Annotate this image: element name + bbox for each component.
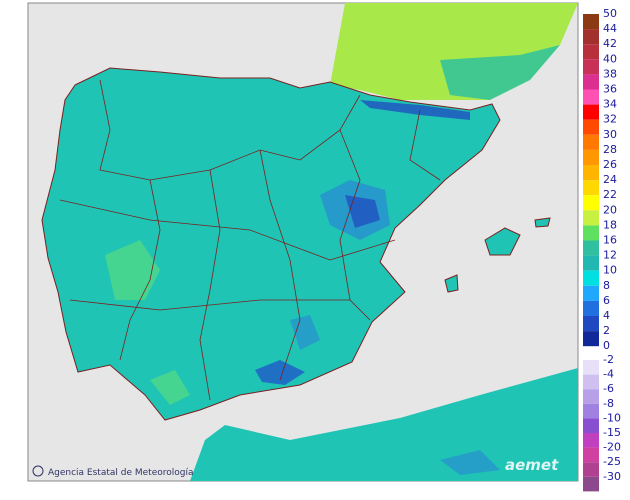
legend-label: -8 <box>603 397 614 410</box>
legend-swatch <box>583 285 599 301</box>
legend-swatch <box>583 374 599 390</box>
legend-swatch <box>583 14 599 30</box>
legend-swatch <box>583 403 599 419</box>
legend-label: -6 <box>603 382 614 395</box>
legend-swatch <box>583 316 599 332</box>
lowland <box>150 370 190 405</box>
legend-swatch <box>583 255 599 271</box>
legend-label: 16 <box>603 234 617 247</box>
legend-label: 40 <box>603 52 617 65</box>
legend-label: 6 <box>603 294 610 307</box>
legend-label: 30 <box>603 128 617 141</box>
logo: aemet <box>505 456 559 474</box>
ibiza <box>444 274 459 293</box>
legend-label: 4 <box>603 309 610 322</box>
legend-swatch <box>583 149 599 165</box>
legend-label: 18 <box>603 218 617 231</box>
legend-swatch <box>583 134 599 150</box>
legend-swatch <box>583 360 599 375</box>
legend-swatch <box>583 447 599 463</box>
legend-label: 38 <box>603 67 617 80</box>
legend-label: 32 <box>603 113 617 126</box>
legend: 5044424038363432302826242220181612108642… <box>583 7 621 492</box>
legend-swatch <box>583 89 599 105</box>
legend-label: 20 <box>603 203 617 216</box>
legend-swatch <box>583 476 599 492</box>
legend-label: -30 <box>603 470 621 483</box>
legend-swatch <box>583 240 599 256</box>
legend-label: 22 <box>603 188 617 201</box>
legend-swatch <box>583 225 599 241</box>
legend-swatch <box>583 165 599 181</box>
credit: Agencia Estatal de Meteorología <box>48 468 194 478</box>
iberia <box>41 67 501 421</box>
legend-label: 8 <box>603 279 610 292</box>
legend-label: 24 <box>603 173 617 186</box>
legend-label: -4 <box>603 368 614 381</box>
mallorca <box>484 227 521 256</box>
france <box>330 3 578 100</box>
legend-label: 36 <box>603 83 617 96</box>
legend-swatch <box>583 180 599 196</box>
legend-label: 2 <box>603 324 610 337</box>
highland <box>345 195 380 228</box>
legend-label: 10 <box>603 264 617 277</box>
legend-label: -2 <box>603 353 614 366</box>
menorca <box>534 217 551 228</box>
legend-swatch <box>583 74 599 90</box>
legend-label: -25 <box>603 455 621 468</box>
legend-label: 28 <box>603 143 617 156</box>
legend-label: -10 <box>603 411 621 424</box>
legend-swatch <box>583 418 599 433</box>
legend-swatch <box>583 195 599 211</box>
legend-swatch <box>583 210 599 226</box>
sierra-nevada <box>255 360 305 385</box>
map-layer <box>41 3 578 481</box>
highland <box>290 315 320 350</box>
legend-label: 12 <box>603 249 617 262</box>
france-south <box>440 45 560 100</box>
legend-swatch <box>583 331 599 347</box>
legend-swatch <box>583 59 599 75</box>
legend-label: 0 <box>603 339 610 352</box>
legend-label: -20 <box>603 441 621 454</box>
pyrenees <box>360 100 470 120</box>
legend-swatch <box>583 270 599 286</box>
legend-label: 44 <box>603 22 617 35</box>
legend-swatch <box>583 389 599 404</box>
legend-label: 42 <box>603 37 617 50</box>
legend-swatch <box>583 119 599 135</box>
province-borders <box>59 79 441 401</box>
legend-swatch <box>583 300 599 316</box>
legend-swatch <box>583 29 599 45</box>
legend-label: -15 <box>603 426 621 439</box>
copyright-icon <box>32 465 44 477</box>
legend-swatch <box>583 104 599 120</box>
africa-highland <box>440 450 500 475</box>
legend-label: 26 <box>603 158 617 171</box>
legend-swatch <box>583 44 599 60</box>
legend-swatch <box>583 433 599 448</box>
legend-label: 50 <box>603 7 617 20</box>
legend-swatch <box>583 462 599 477</box>
legend-label: 34 <box>603 98 617 111</box>
lowland <box>105 240 160 300</box>
